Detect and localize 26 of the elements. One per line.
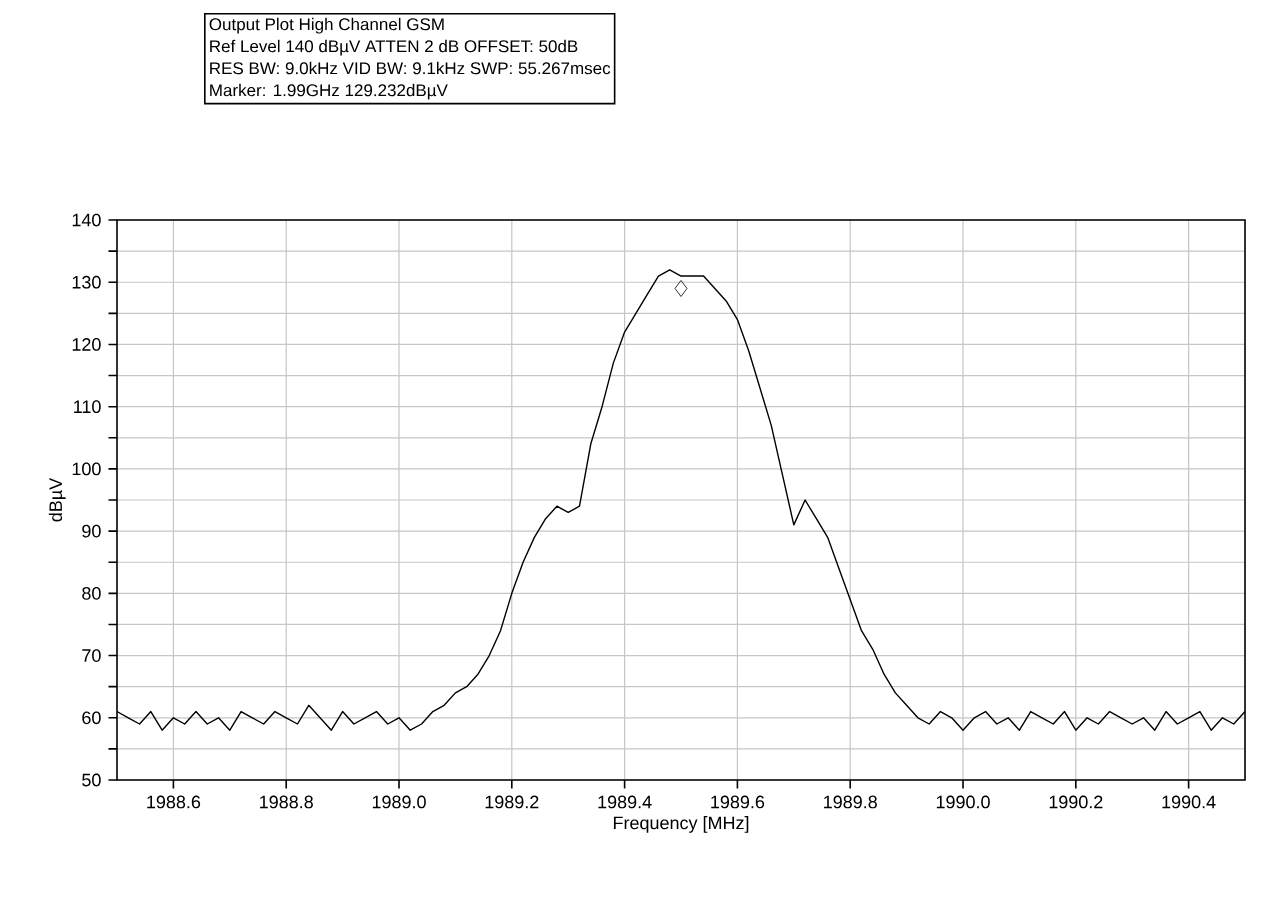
y-tick-label: 130 — [72, 275, 101, 289]
x-tick-label: 1989.8 — [824, 795, 877, 809]
x-tick-label: 1990.2 — [1049, 795, 1103, 809]
y-tick-label: 50 — [82, 773, 101, 787]
x-tick-label: 1990.0 — [936, 795, 990, 809]
x-tick-label: 1988.8 — [260, 795, 313, 809]
text: RES BW: 9.0kHz VID BW: 9.1kHz SWP: 55.267msec — [210, 61, 611, 75]
chart-title: Output Plot High Channel GSM — [209, 17, 444, 34]
y-tick-label: 60 — [82, 711, 101, 725]
text: Marker: 1.99GHz 129.232dBµV — [210, 83, 448, 100]
y-tick-label: 80 — [82, 586, 101, 600]
x-tick-label: 1988.6 — [147, 795, 201, 809]
text: Ref Level 140 dBµV ATTEN 2 dB OFFSET: 50dB — [210, 39, 578, 56]
x-tick-label: 1990.4 — [1162, 795, 1216, 809]
x-tick-label: 1989.6 — [711, 795, 765, 809]
y-tick-label: 140 — [72, 213, 101, 227]
y-tick-label: 110 — [74, 400, 101, 414]
x-tick-label: 1989.0 — [372, 795, 426, 809]
y-tick-label: 70 — [82, 649, 101, 662]
y-tick-label: 120 — [72, 338, 101, 351]
y-tick-label: 90 — [82, 524, 101, 538]
y-tick-label: 100 — [72, 462, 101, 476]
x-tick-label: 1989.2 — [485, 795, 539, 809]
x-axis-title: Frequency [MHz] — [613, 816, 749, 833]
x-tick-label: 1989.4 — [598, 795, 652, 809]
y-axis-title: dBµV — [48, 477, 66, 522]
